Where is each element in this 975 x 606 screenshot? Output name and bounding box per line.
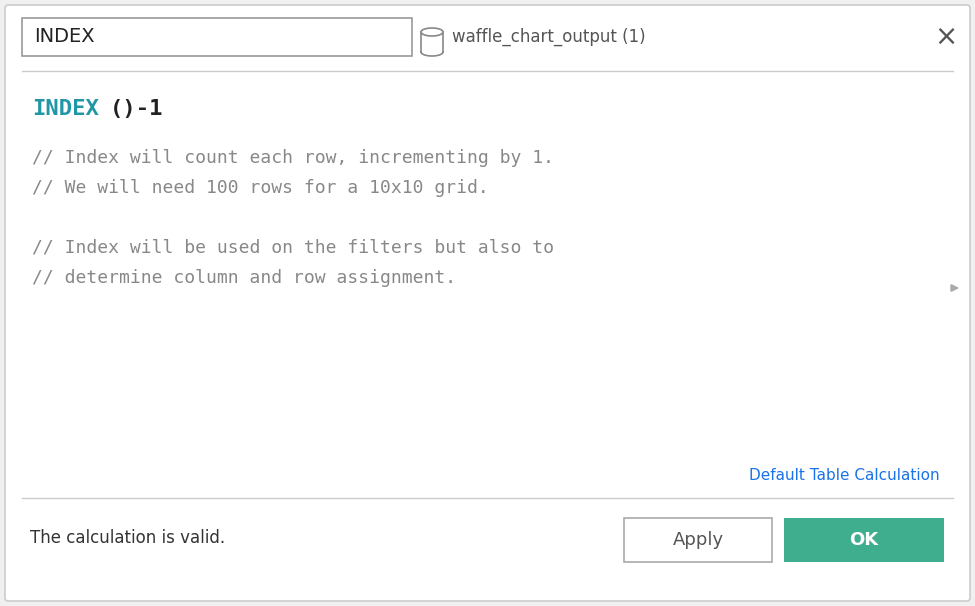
Ellipse shape: [421, 28, 443, 36]
Text: // determine column and row assignment.: // determine column and row assignment.: [32, 269, 456, 287]
Text: OK: OK: [849, 531, 878, 549]
Bar: [421, 32, 443, 52]
Text: waffle_chart_output (1): waffle_chart_output (1): [452, 28, 645, 46]
Text: Apply: Apply: [673, 531, 723, 549]
Text: ×: ×: [934, 23, 957, 51]
FancyBboxPatch shape: [784, 518, 944, 562]
FancyBboxPatch shape: [22, 18, 412, 56]
Text: INDEX: INDEX: [32, 99, 98, 119]
Text: // Index will be used on the filters but also to: // Index will be used on the filters but…: [32, 239, 554, 257]
Text: // Index will count each row, incrementing by 1.: // Index will count each row, incrementi…: [32, 149, 554, 167]
Text: ()-1: ()-1: [110, 99, 164, 119]
Text: INDEX: INDEX: [34, 27, 95, 47]
FancyBboxPatch shape: [5, 5, 970, 601]
FancyBboxPatch shape: [624, 518, 772, 562]
Text: // We will need 100 rows for a 10x10 grid.: // We will need 100 rows for a 10x10 gri…: [32, 179, 488, 197]
Text: The calculation is valid.: The calculation is valid.: [30, 529, 225, 547]
Text: Default Table Calculation: Default Table Calculation: [750, 468, 940, 484]
